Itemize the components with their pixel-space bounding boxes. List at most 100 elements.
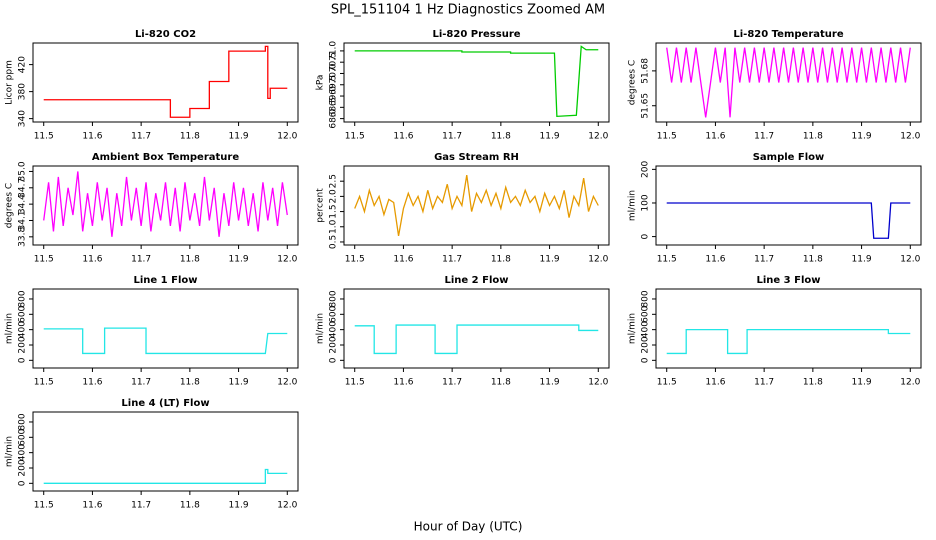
y-axis-label: ml/min: [628, 313, 638, 344]
y-tick-label: 1.0: [329, 219, 339, 234]
y-tick-label: 400: [18, 321, 28, 338]
x-tick-label: 11.9: [852, 255, 872, 265]
data-line: [354, 175, 599, 236]
y-tick-label: 200: [641, 336, 651, 353]
x-tick-label: 11.8: [180, 501, 200, 511]
data-line: [43, 327, 288, 355]
y-tick-label: 0: [18, 357, 28, 363]
plot-frame: [32, 411, 299, 492]
y-axis-label: kPa: [316, 75, 326, 91]
x-tick-label: 11.6: [393, 255, 413, 265]
x-tick-label: 11.6: [393, 378, 413, 388]
y-tick-label: 68.0: [329, 108, 339, 128]
y-tick-label: 0: [641, 357, 651, 363]
x-tick-label: 11.5: [34, 501, 54, 511]
y-tick-label: 380: [18, 83, 28, 100]
y-tick-label: 100: [641, 194, 651, 211]
y-tick-label: 71.0: [329, 41, 339, 61]
y-tick-label: 600: [641, 305, 651, 322]
x-tick-label: 11.5: [657, 132, 677, 142]
y-tick-label: 33.8: [18, 227, 28, 247]
y-tick-label: 0: [329, 357, 339, 363]
x-tick-label: 11.8: [491, 378, 511, 388]
x-tick-label: 11.7: [131, 501, 151, 511]
panel-title: Line 1 Flow: [134, 275, 198, 286]
plot-frame: [343, 288, 610, 369]
x-axis-label: Hour of Day (UTC): [414, 520, 523, 534]
y-tick-label: 1.5: [329, 204, 339, 218]
data-line: [666, 202, 911, 239]
y-axis-label: Licor ppm: [5, 60, 15, 105]
x-tick-label: 11.6: [82, 132, 102, 142]
x-tick-label: 11.9: [229, 132, 249, 142]
x-tick-label: 11.8: [803, 132, 823, 142]
y-tick-label: 0: [18, 480, 28, 486]
y-tick-label: 400: [18, 444, 28, 461]
x-tick-label: 11.6: [82, 378, 102, 388]
x-tick-label: 12.0: [900, 255, 920, 265]
x-tick-label: 11.8: [803, 255, 823, 265]
y-tick-label: 800: [18, 290, 28, 307]
data-line: [43, 45, 288, 118]
x-tick-label: 11.6: [705, 255, 725, 265]
x-tick-label: 11.9: [229, 501, 249, 511]
y-tick-label: 200: [329, 336, 339, 353]
y-tick-label: 69.5: [329, 75, 339, 95]
x-tick-label: 11.8: [491, 255, 511, 265]
x-tick-label: 11.8: [180, 132, 200, 142]
y-tick-label: 51.65: [641, 93, 651, 119]
y-tick-label: 34.7: [18, 178, 28, 198]
y-axis-label: ml/min: [5, 436, 15, 467]
y-tick-label: 70.0: [329, 63, 339, 83]
x-tick-label: 11.5: [34, 132, 54, 142]
y-axis-label: percent: [316, 188, 326, 223]
x-tick-label: 12.0: [588, 378, 608, 388]
x-tick-label: 11.9: [540, 255, 560, 265]
page-title: SPL_151104 1 Hz Diagnostics Zoomed AM: [331, 3, 605, 18]
data-line: [666, 329, 911, 355]
panel-title: Line 4 (LT) Flow: [121, 398, 209, 409]
x-tick-label: 11.7: [442, 132, 462, 142]
y-tick-label: 420: [18, 56, 28, 73]
x-tick-label: 11.5: [34, 378, 54, 388]
data-line: [354, 324, 599, 355]
x-tick-label: 11.8: [180, 255, 200, 265]
x-tick-label: 11.5: [657, 378, 677, 388]
y-tick-label: 68.5: [329, 97, 339, 117]
y-tick-label: 70.5: [329, 52, 339, 72]
data-line: [43, 171, 288, 237]
x-tick-label: 11.7: [442, 378, 462, 388]
y-tick-label: 800: [641, 290, 651, 307]
x-tick-label: 11.5: [345, 132, 365, 142]
data-line: [666, 47, 911, 118]
x-tick-label: 12.0: [588, 255, 608, 265]
x-tick-label: 11.9: [229, 378, 249, 388]
x-tick-label: 11.6: [82, 255, 102, 265]
panel-title: Line 3 Flow: [757, 275, 821, 286]
x-tick-label: 11.8: [803, 378, 823, 388]
x-tick-label: 12.0: [277, 132, 297, 142]
x-tick-label: 11.9: [229, 255, 249, 265]
panel-title: Gas Stream RH: [434, 152, 519, 163]
x-tick-label: 11.6: [82, 501, 102, 511]
x-tick-label: 11.5: [657, 255, 677, 265]
x-tick-label: 11.7: [131, 255, 151, 265]
y-tick-label: 2.0: [329, 189, 339, 204]
x-tick-label: 11.7: [754, 132, 774, 142]
y-axis-label: ml/min: [316, 313, 326, 344]
panel-title: Li-820 Pressure: [432, 29, 520, 40]
data-line: [354, 45, 599, 118]
y-tick-label: 69.0: [329, 86, 339, 106]
x-tick-label: 11.9: [540, 378, 560, 388]
y-tick-label: 800: [18, 413, 28, 430]
plot-frame: [343, 42, 610, 123]
y-tick-label: 400: [329, 321, 339, 338]
y-tick-label: 600: [329, 305, 339, 322]
y-axis-label: degrees C: [628, 60, 638, 105]
x-tick-label: 11.9: [540, 132, 560, 142]
panel-title: Li-820 CO2: [135, 29, 196, 40]
x-tick-label: 11.7: [131, 132, 151, 142]
y-tick-label: 400: [641, 321, 651, 338]
x-tick-label: 12.0: [277, 378, 297, 388]
